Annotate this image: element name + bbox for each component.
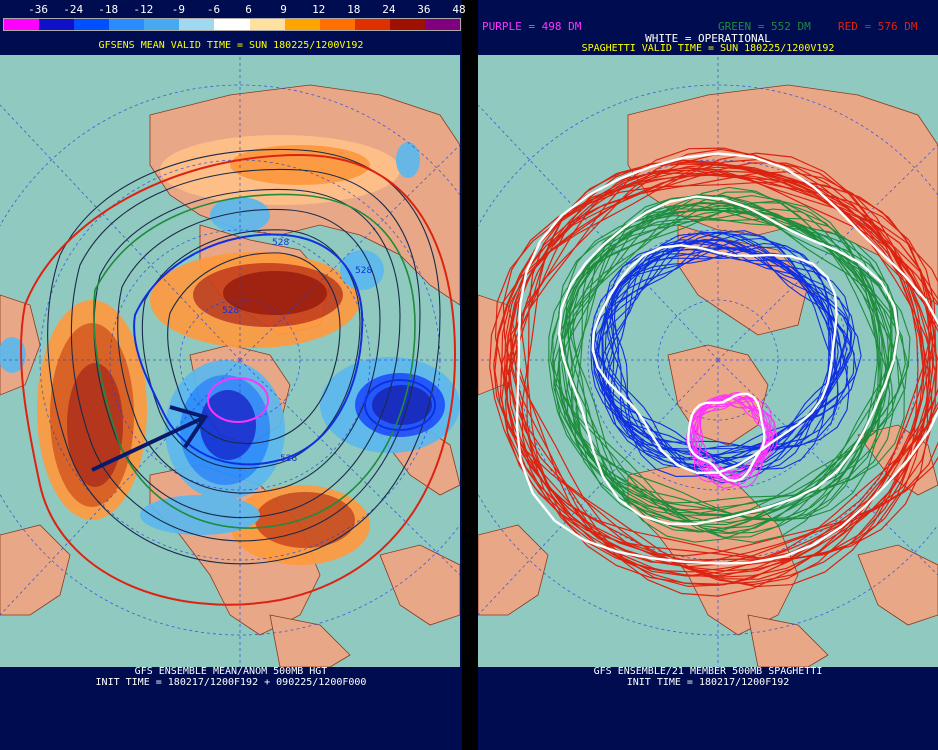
scale-label: 9 [280,3,287,16]
scale-swatch [214,19,250,30]
ensemble-mean-footer-line2: INIT TIME = 180217/1200F192 + 090225/120… [95,677,367,688]
operational-line [515,152,938,565]
operational-line [687,392,766,483]
ensemble-member-line [689,391,769,478]
ensemble-mean-map-svg: 528 528 528 528 [0,55,460,667]
scale-swatch [354,19,390,30]
spaghetti-map-svg [478,55,938,667]
operational-line [557,195,900,525]
scale-swatch [249,19,285,30]
spaghetti-panel: PURPLE = 498 DM GREEN = 552 DM RED = 576… [478,0,938,750]
arrow-annotation [91,405,209,472]
contour-label: 528 [272,238,289,248]
scale-label: -18 [98,3,119,16]
ensemble-member-line [611,248,853,459]
contour-label: 528 [222,306,239,316]
ensemble-member-line [561,186,883,521]
operational-line [591,244,838,475]
spaghetti-lines [489,147,938,597]
legend-purple: PURPLE = 498 DM [482,20,582,33]
scale-label: 24 [382,3,396,16]
scale-label: 12 [312,3,326,16]
panel-divider [462,0,478,750]
scale-label: -9 [171,3,185,16]
ensemble-member-line [692,397,767,486]
scale-swatch [144,19,180,30]
legend-green: GREEN = 552 DM [718,20,811,33]
ensemble-member-line [548,195,890,522]
anomaly-color-scale [3,18,461,31]
ensemble-member-line [503,152,931,588]
scale-label: -36 [28,3,48,16]
scale-label: -12 [133,3,154,16]
scale-label: 48 [452,3,466,16]
legend-white: WHITE = OPERATIONAL [645,32,771,45]
ensemble-member-line [494,163,938,585]
ensemble-member-line [558,204,911,534]
scale-label: -24 [63,3,84,16]
scale-swatch [389,19,425,30]
ensemble-member-line [502,166,938,578]
legend-red: RED = 576 DM [838,20,918,33]
scale-swatch [74,19,110,30]
contour-label: 528 [280,454,297,464]
scale-swatch [284,19,320,30]
anomaly-scale-labels: -36 -24 -18 -12 -9 -6 6 9 12 18 24 36 48 [0,3,466,17]
spaghetti-map[interactable] [478,55,938,667]
ensemble-member-line [508,147,929,573]
ensemble-mean-panel: -36 -24 -18 -12 -9 -6 6 9 12 18 24 36 48 GFSENS MEAN… [0,0,466,750]
spaghetti-footer-line2: INIT TIME = 180217/1200F192 [626,677,790,688]
ensemble-member-line [568,210,897,516]
ensemble-mean-title: GFSENS MEAN VALID TIME = SUN 180225/1200… [98,40,364,51]
scale-swatch [179,19,215,30]
scale-swatch [39,19,75,30]
contour-label: 528 [355,266,372,276]
ensemble-member-line [575,209,908,524]
ensemble-member-line [590,237,839,469]
ensemble-mean-footer-line1: GFS ENSEMBLE MEAN/ANOM 500MB HGT [134,666,328,677]
spaghetti-footer-line1: GFS ENSEMBLE/21 MEMBER 500MB SPAGHETTI [593,666,823,677]
scale-swatch [319,19,355,30]
ensemble-member-line [604,247,862,474]
scale-swatch [109,19,145,30]
ensemble-mean-map[interactable]: 528 528 528 528 [0,55,460,667]
scale-label: 6 [245,3,252,16]
scale-label: 36 [417,3,431,16]
ensemble-member-line [505,162,924,586]
scale-swatch [424,19,461,30]
scale-label: -6 [206,3,221,16]
spaghetti-title: SPAGHETTI VALID TIME = SUN 180225/1200V1… [581,43,835,54]
scale-label: 18 [347,3,361,16]
scale-swatch [4,19,40,30]
ensemble-member-line [558,201,893,520]
